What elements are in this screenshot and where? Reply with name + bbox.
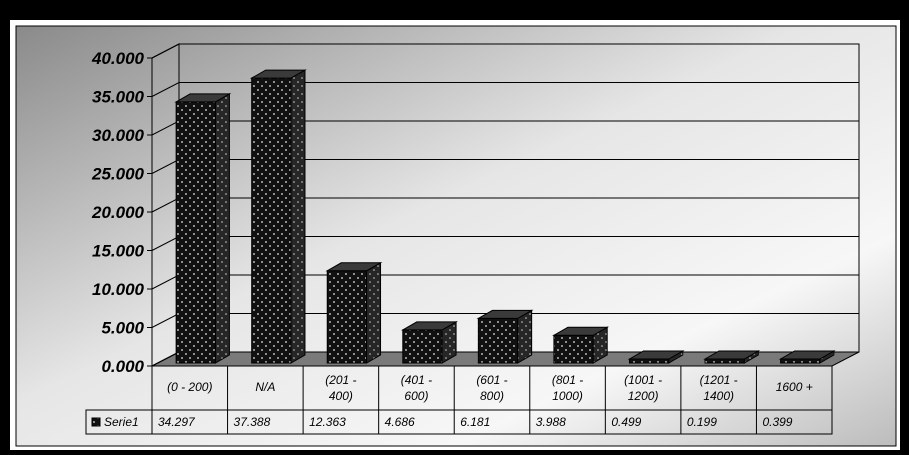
- legend-swatch: [92, 418, 100, 426]
- bar-front: [327, 271, 366, 363]
- bar-side: [215, 94, 229, 363]
- bar-side: [367, 263, 381, 363]
- y-tick-label: 40.000: [91, 49, 145, 68]
- bar-front: [176, 102, 215, 363]
- table-cell-value: 0.399: [762, 415, 792, 429]
- bar: [403, 322, 456, 363]
- bar-side: [518, 310, 532, 363]
- bar-front: [781, 359, 820, 363]
- y-tick-label: 30.000: [92, 126, 145, 145]
- y-tick-label: 10.000: [92, 280, 145, 299]
- y-tick-label: 35.000: [92, 88, 145, 107]
- table-cell-value: 34.297: [158, 415, 196, 429]
- y-tick-label: 15.000: [92, 242, 145, 261]
- bar-side: [291, 70, 305, 363]
- bar-front: [252, 78, 291, 363]
- bar: [554, 327, 607, 363]
- legend-series-name: Serie1: [104, 415, 139, 429]
- category-label: N/A: [255, 380, 275, 394]
- bar: [327, 263, 380, 363]
- chart-title: SALARIO: [409, 0, 499, 18]
- table-cell-value: 4.686: [385, 415, 415, 429]
- bar-front: [705, 359, 744, 363]
- y-tick-label: 0.000: [101, 357, 144, 376]
- table-cell-value: 0.499: [611, 415, 641, 429]
- table-cell-value: 12.363: [309, 415, 346, 429]
- bar: [176, 94, 229, 363]
- left-frame-border: [0, 0, 10, 455]
- table-cell-value: 6.181: [460, 415, 490, 429]
- bar-front: [554, 335, 593, 363]
- y-tick-label: 25.000: [91, 165, 145, 184]
- table-cell-value: 37.388: [234, 415, 271, 429]
- category-label: (0 - 200): [167, 380, 212, 394]
- category-label: 1600 +: [776, 380, 813, 394]
- table-cell-value: 3.988: [536, 415, 566, 429]
- y-tick-label: 20.000: [91, 203, 145, 222]
- bar-front: [478, 318, 517, 363]
- right-frame-border: [900, 0, 909, 455]
- bottom-frame-border: [0, 450, 909, 455]
- table-cell-value: 0.199: [687, 415, 717, 429]
- y-tick-label: 5.000: [101, 319, 144, 338]
- bar: [252, 70, 305, 363]
- bar-front: [403, 330, 442, 363]
- bar: [478, 310, 531, 363]
- bar-front: [629, 359, 668, 363]
